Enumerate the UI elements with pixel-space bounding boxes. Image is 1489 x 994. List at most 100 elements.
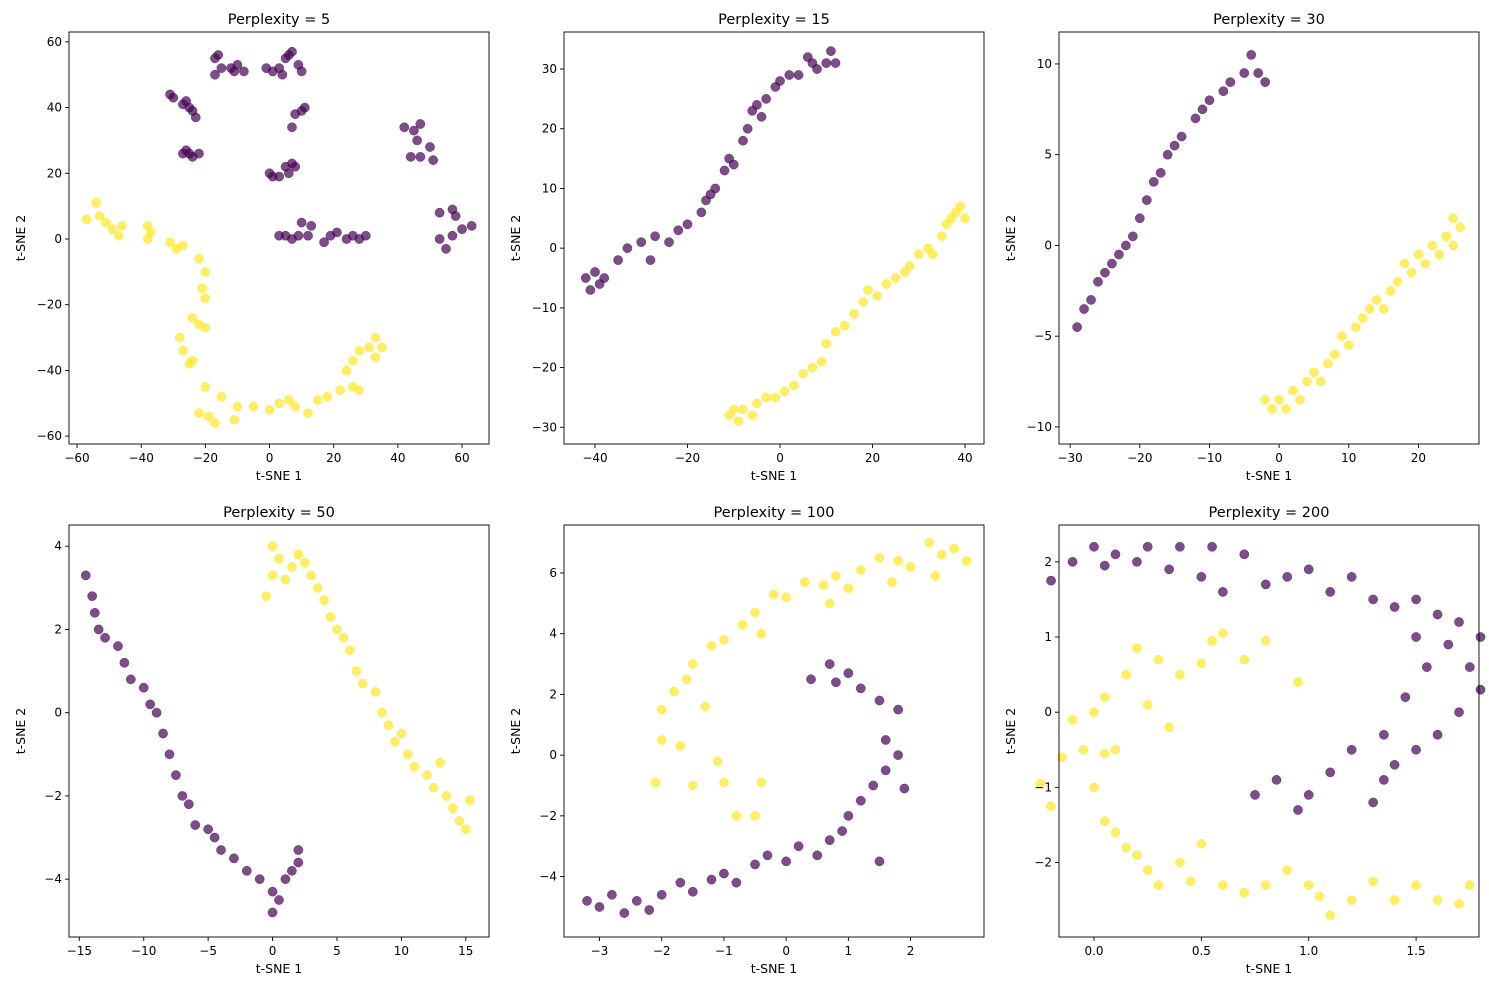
- data-point: [1455, 222, 1466, 233]
- data-point: [94, 211, 105, 221]
- y-tick-label: −40: [37, 363, 62, 377]
- data-point: [274, 895, 284, 905]
- data-point: [434, 207, 445, 218]
- y-tick-label: 60: [47, 35, 62, 49]
- y-axis-label: t-SNE 2: [1003, 708, 1018, 755]
- y-tick-label: −2: [44, 789, 62, 803]
- data-point: [119, 657, 130, 668]
- data-point: [1089, 782, 1099, 793]
- x-tick-label: −20: [193, 451, 218, 465]
- data-point: [798, 368, 808, 379]
- data-point: [210, 418, 220, 428]
- data-point: [168, 92, 179, 103]
- data-point: [1239, 654, 1250, 665]
- data-point: [341, 365, 352, 376]
- subplot-title: Perplexity = 5: [228, 12, 330, 28]
- data-point: [287, 562, 297, 572]
- x-tick-label: 60: [454, 451, 469, 465]
- x-tick-label: 40: [957, 451, 972, 465]
- data-point: [402, 749, 413, 760]
- data-point: [1175, 541, 1185, 552]
- x-tick-label: −40: [129, 451, 154, 465]
- data-point: [1134, 213, 1145, 224]
- data-point: [1164, 722, 1175, 733]
- data-point: [696, 207, 707, 218]
- data-point: [781, 592, 791, 603]
- x-tick-label: 10: [1341, 451, 1356, 465]
- data-point: [868, 780, 879, 791]
- data-point: [1350, 322, 1361, 332]
- data-point: [843, 583, 854, 594]
- data-point: [1316, 376, 1326, 387]
- data-point: [881, 279, 892, 289]
- x-axis-label: t-SNE 1: [751, 961, 798, 976]
- data-point: [209, 832, 220, 843]
- x-axis-label: t-SNE 1: [256, 961, 303, 976]
- x-tick-label: −15: [67, 944, 92, 958]
- data-point: [370, 332, 381, 343]
- y-tick-label: −30: [532, 420, 557, 434]
- data-point: [636, 237, 647, 248]
- x-tick-label: −1: [715, 944, 733, 958]
- data-point: [1072, 322, 1082, 332]
- data-point: [893, 704, 903, 715]
- series-class-1: [1035, 628, 1475, 921]
- data-point: [1121, 240, 1131, 251]
- data-point: [927, 249, 938, 259]
- data-point: [1260, 394, 1271, 405]
- series-class-0: [80, 570, 304, 918]
- subplot-4: −15 −10 −5 0 5 10 15 −4 −2 0 2 4 Perplexity = 50 t-SN…: [13, 505, 490, 976]
- data-point: [213, 50, 224, 60]
- data-point: [1217, 880, 1228, 890]
- data-point: [1204, 95, 1215, 106]
- series-class-0: [1046, 541, 1486, 815]
- data-point: [457, 224, 467, 234]
- data-point: [1346, 895, 1357, 906]
- data-point: [1303, 564, 1314, 575]
- data-point: [338, 632, 349, 643]
- data-point: [664, 237, 674, 248]
- subplot-title: Perplexity = 30: [1213, 12, 1325, 28]
- data-point: [681, 674, 692, 685]
- data-point: [274, 398, 285, 409]
- data-point: [1432, 895, 1443, 906]
- data-point: [1260, 77, 1271, 87]
- data-point: [1110, 827, 1121, 838]
- data-point: [793, 841, 804, 852]
- data-point: [1295, 394, 1305, 405]
- data-point: [594, 902, 605, 912]
- data-point: [687, 886, 698, 897]
- series-class-0: [165, 46, 477, 254]
- data-point: [812, 850, 823, 861]
- data-point: [761, 392, 771, 403]
- x-tick-label: 0.5: [1192, 944, 1211, 958]
- data-point: [843, 668, 854, 679]
- data-point: [261, 591, 271, 602]
- data-point: [376, 342, 387, 353]
- data-point: [428, 782, 439, 793]
- data-point: [1413, 249, 1424, 260]
- data-point: [293, 857, 304, 868]
- data-point: [1454, 707, 1464, 718]
- data-point: [177, 791, 188, 801]
- axes-frame: [563, 524, 985, 938]
- data-point: [293, 230, 304, 241]
- data-point: [1314, 891, 1325, 902]
- y-tick-label: −20: [532, 361, 557, 375]
- data-point: [1303, 790, 1314, 800]
- data-point: [756, 777, 767, 788]
- data-point: [1271, 775, 1282, 785]
- data-point: [399, 122, 410, 133]
- data-point: [1079, 304, 1089, 314]
- y-tick-label: 2: [1044, 555, 1052, 569]
- data-point: [194, 148, 204, 159]
- data-point: [1389, 895, 1400, 906]
- data-point: [706, 874, 717, 885]
- data-point: [1225, 77, 1236, 87]
- data-point: [1099, 816, 1110, 827]
- data-point: [370, 687, 381, 697]
- data-point: [1371, 295, 1382, 305]
- data-point: [1364, 304, 1375, 314]
- data-point: [1346, 572, 1357, 582]
- data-point: [1239, 549, 1250, 560]
